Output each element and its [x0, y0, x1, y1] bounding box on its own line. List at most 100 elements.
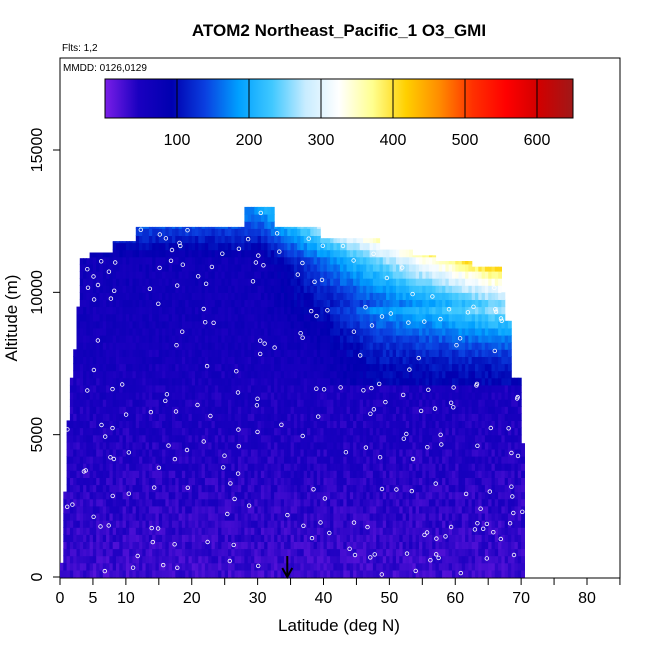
heatmap-cell [264, 406, 269, 414]
heatmap-cell [260, 306, 265, 315]
heatmap-cell [257, 349, 262, 357]
heatmap-cell [198, 327, 203, 336]
heatmap-cell [142, 349, 147, 357]
heatmap-cell [132, 513, 137, 521]
heatmap-cell [106, 292, 110, 300]
heatmap-cell [333, 377, 338, 386]
heatmap-cell [340, 392, 344, 400]
heatmap-cell [218, 562, 222, 571]
heatmap-cell [336, 470, 341, 478]
heatmap-cell [316, 299, 321, 308]
heatmap-cell [148, 278, 153, 286]
heatmap-cell [396, 470, 400, 478]
heatmap-cell [267, 271, 272, 279]
heatmap-cell [287, 427, 292, 436]
heatmap-cell [241, 562, 246, 571]
heatmap-cell [326, 320, 331, 329]
heatmap-cell [244, 384, 249, 393]
heatmap-cell [214, 406, 219, 414]
heatmap-cell [106, 505, 110, 514]
heatmap-cell [405, 541, 410, 550]
heatmap-cell [300, 470, 305, 478]
heatmap-cell [172, 377, 176, 386]
heatmap-cell [231, 392, 236, 400]
heatmap-cell [185, 470, 190, 478]
heatmap-cell [287, 313, 292, 322]
heatmap-cell [323, 242, 328, 251]
heatmap-cell [92, 491, 97, 500]
heatmap-cell [382, 441, 387, 450]
heatmap-cell [280, 427, 285, 436]
heatmap-cell [402, 249, 407, 258]
heatmap-cell [382, 342, 387, 350]
heatmap-cell [92, 392, 97, 400]
heatmap-cell [247, 456, 252, 464]
heatmap-cell [297, 434, 301, 443]
heatmap-cell [237, 285, 242, 293]
heatmap-cell [172, 562, 176, 571]
heatmap-cell [251, 335, 255, 343]
heatmap-cell [109, 320, 114, 329]
heatmap-cell [270, 384, 275, 393]
heatmap-cell [379, 306, 384, 315]
heatmap-cell [343, 335, 348, 343]
heatmap-cell [234, 477, 239, 486]
heatmap-cell [224, 498, 229, 507]
heatmap-cell [73, 555, 78, 564]
heatmap-cell [405, 534, 410, 542]
heatmap-cell [139, 513, 143, 521]
heatmap-cell [211, 498, 216, 507]
heatmap-cell [92, 520, 97, 528]
heatmap-cell [333, 527, 338, 535]
heatmap-cell [399, 520, 404, 528]
heatmap-cell [142, 228, 147, 236]
heatmap-cell [172, 271, 176, 279]
heatmap-cell [152, 271, 157, 279]
heatmap-cell [102, 370, 107, 379]
heatmap-cell [303, 271, 308, 279]
heatmap-cell [92, 313, 97, 322]
heatmap-cell [336, 377, 341, 386]
heatmap-cell [106, 448, 110, 457]
heatmap-cell [287, 491, 292, 500]
heatmap-cell [254, 491, 259, 500]
heatmap-cell [198, 420, 203, 429]
heatmap-cell [181, 306, 186, 315]
heatmap-cell [168, 278, 173, 286]
heatmap-cell [83, 356, 87, 365]
heatmap-cell [402, 569, 407, 578]
heatmap-cell [270, 427, 275, 436]
heatmap-cell [402, 256, 407, 265]
heatmap-cell [221, 541, 226, 550]
heatmap-cell [135, 320, 140, 329]
heatmap-cell [145, 313, 150, 322]
heatmap-cell [106, 470, 110, 478]
heatmap-cell [79, 306, 84, 315]
heatmap-cell [106, 271, 110, 279]
heatmap-cell [145, 434, 150, 443]
heatmap-cell [270, 206, 275, 215]
heatmap-cell [145, 477, 150, 486]
heatmap-cell [290, 562, 295, 571]
heatmap-cell [244, 484, 249, 493]
heatmap-cell [92, 498, 97, 507]
heatmap-cell [382, 271, 387, 279]
heatmap-cell [181, 377, 186, 386]
heatmap-cell [300, 226, 305, 229]
heatmap-cell [208, 384, 213, 393]
heatmap-cell [270, 285, 275, 293]
heatmap-cell [330, 456, 334, 464]
heatmap-cell [320, 349, 325, 357]
heatmap-cell [148, 249, 153, 258]
heatmap-cell [316, 527, 321, 535]
heatmap-cell [336, 505, 341, 514]
heatmap-cell [158, 399, 163, 407]
heatmap-cell [198, 335, 203, 343]
heatmap-cell [181, 513, 186, 521]
heatmap-cell [168, 370, 173, 379]
heatmap-cell [353, 377, 357, 386]
heatmap-cell [92, 356, 97, 365]
heatmap-cell [316, 320, 321, 329]
heatmap-cell [320, 491, 325, 500]
heatmap-cell [195, 263, 199, 272]
